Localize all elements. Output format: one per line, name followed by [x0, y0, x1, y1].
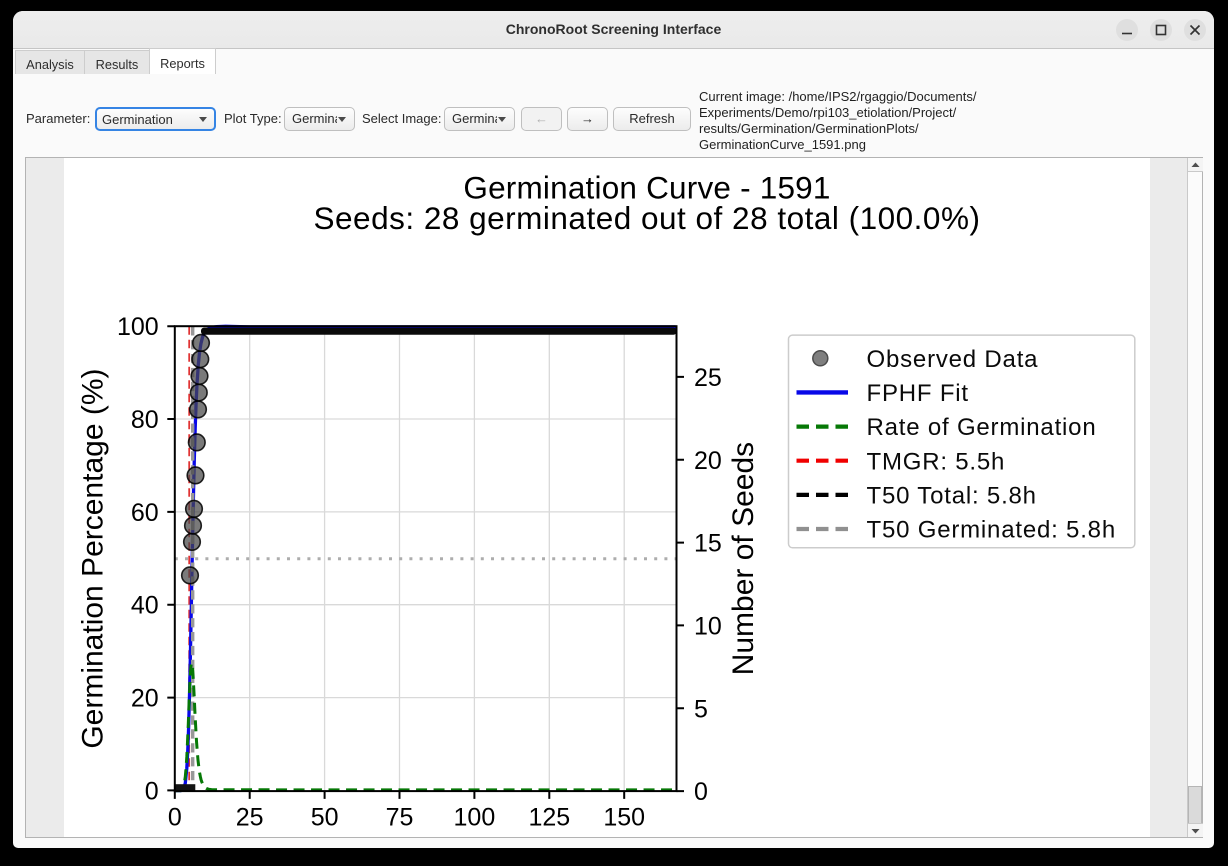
- svg-text:FPHF Fit: FPHF Fit: [867, 380, 969, 407]
- svg-text:20: 20: [694, 447, 722, 475]
- svg-text:T50 Germinated: 5.8h: T50 Germinated: 5.8h: [867, 517, 1116, 544]
- svg-text:Number of Seeds: Number of Seeds: [727, 442, 760, 675]
- svg-text:0: 0: [168, 803, 182, 831]
- svg-text:Rate of Germination: Rate of Germination: [867, 414, 1097, 441]
- svg-text:Seeds: 28 germinated out of 28: Seeds: 28 germinated out of 28 total (10…: [314, 200, 981, 236]
- svg-text:10: 10: [694, 612, 722, 640]
- svg-text:Observed Data: Observed Data: [867, 346, 1039, 373]
- svg-text:40: 40: [131, 592, 159, 620]
- svg-text:5: 5: [694, 695, 708, 723]
- svg-text:50: 50: [311, 803, 339, 831]
- svg-text:Germination Curve - 1591: Germination Curve - 1591: [463, 169, 830, 205]
- svg-text:80: 80: [131, 406, 159, 434]
- svg-text:25: 25: [694, 364, 722, 392]
- svg-text:Germination Percentage (%): Germination Percentage (%): [77, 369, 110, 749]
- svg-text:TMGR: 5.5h: TMGR: 5.5h: [867, 448, 1006, 475]
- svg-text:25: 25: [236, 803, 264, 831]
- svg-text:0: 0: [145, 777, 159, 805]
- svg-text:60: 60: [131, 499, 159, 527]
- svg-text:75: 75: [386, 803, 414, 831]
- svg-text:100: 100: [454, 803, 496, 831]
- svg-text:15: 15: [694, 530, 722, 558]
- svg-text:T50 Total: 5.8h: T50 Total: 5.8h: [867, 483, 1037, 510]
- svg-text:20: 20: [131, 685, 159, 713]
- svg-text:0: 0: [694, 778, 708, 806]
- svg-text:125: 125: [528, 803, 570, 831]
- svg-text:150: 150: [603, 803, 645, 831]
- svg-text:100: 100: [117, 313, 159, 341]
